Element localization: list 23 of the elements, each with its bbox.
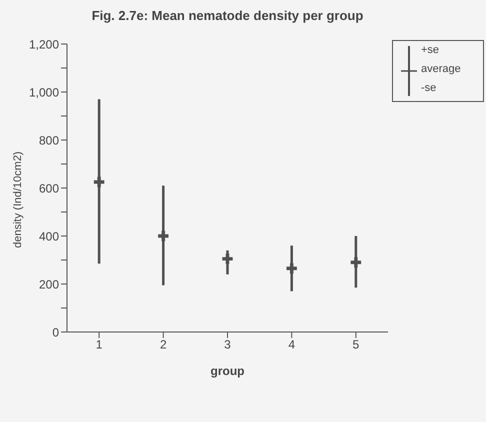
- point: [286, 263, 297, 274]
- y-tick-label: 800: [38, 133, 60, 148]
- point: [158, 230, 168, 242]
- y-tick-label: 1,200: [28, 37, 60, 52]
- y-axis-title: density (Ind/10cm2): [12, 151, 24, 248]
- x-tick-label: 5: [352, 338, 360, 352]
- y-tick-label: 200: [38, 277, 60, 292]
- legend-label: average: [421, 63, 461, 75]
- y-tick-label: 400: [38, 229, 60, 244]
- x-tick-label: 1: [96, 338, 103, 352]
- chart-title: Fig. 2.7e: Mean nematode density per group: [90, 8, 364, 23]
- y-tick-label: 0: [52, 325, 60, 340]
- point: [94, 176, 104, 188]
- x-tick-label: 3: [224, 338, 232, 352]
- y-tick-label: 600: [38, 181, 60, 196]
- point: [350, 257, 362, 268]
- x-axis-title: group: [210, 364, 244, 378]
- text: -se: [421, 82, 436, 94]
- point: [222, 254, 233, 264]
- text: +se: [421, 44, 440, 56]
- y-tick-label: 1,000: [28, 85, 60, 100]
- x-tick-label: 2: [160, 338, 167, 352]
- x-tick-label: 4: [288, 338, 296, 352]
